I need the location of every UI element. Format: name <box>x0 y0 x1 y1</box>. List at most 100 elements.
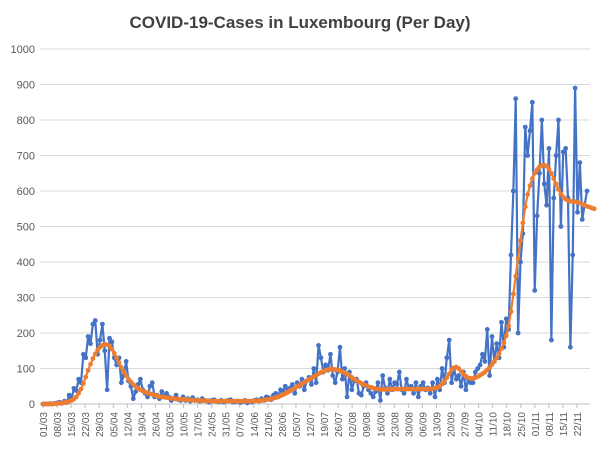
y-axis-ticks: 0 100 200 300 400 500 600 700 800 900 1000 <box>11 44 35 411</box>
data-point <box>551 176 557 181</box>
data-point <box>349 387 355 393</box>
data-point <box>503 333 509 339</box>
data-point <box>109 346 115 352</box>
data-point <box>85 334 91 339</box>
data-point <box>73 394 79 400</box>
data-point <box>494 355 500 361</box>
data-point <box>548 337 554 343</box>
x-tick-label: 05/07 <box>292 412 303 437</box>
data-point <box>491 359 497 364</box>
y-tick-label: 500 <box>17 222 35 234</box>
x-tick-label: 04/10 <box>475 412 486 437</box>
x-tick-label: 29/03 <box>95 412 106 437</box>
data-point <box>375 380 381 386</box>
data-point <box>313 380 319 386</box>
data-point <box>515 256 521 261</box>
x-tick-label: 06/09 <box>418 412 429 437</box>
data-point <box>527 183 533 189</box>
data-point <box>102 348 108 354</box>
data-point <box>487 373 492 378</box>
data-point <box>99 321 105 327</box>
y-tick-label: 100 <box>17 364 35 376</box>
data-point <box>548 170 554 176</box>
data-point <box>444 355 450 361</box>
data-point <box>534 213 540 219</box>
data-point <box>380 373 386 378</box>
data-point <box>508 309 514 315</box>
x-tick-label: 13/09 <box>432 412 443 437</box>
data-point <box>411 390 416 396</box>
y-tick-label: 800 <box>17 115 35 127</box>
data-point <box>309 382 314 387</box>
data-point <box>66 392 72 398</box>
data-point <box>446 337 452 343</box>
data-point <box>477 362 483 368</box>
data-point <box>427 390 433 396</box>
data-point <box>118 380 124 386</box>
data-point <box>475 366 481 371</box>
data-point <box>472 369 478 375</box>
data-point <box>513 96 519 102</box>
x-tick-label: 05/04 <box>109 412 120 437</box>
data-point <box>301 387 307 393</box>
data-point <box>496 351 502 356</box>
data-point <box>90 321 96 327</box>
data-point <box>579 217 585 222</box>
x-tick-label: 31/05 <box>222 412 233 437</box>
data-point <box>499 346 504 352</box>
data-point <box>116 360 122 366</box>
data-point <box>546 146 552 151</box>
data-point <box>292 390 298 396</box>
x-tick-label: 08/11 <box>545 412 556 437</box>
x-tick-label: 01/03 <box>39 412 50 437</box>
x-tick-label: 11/10 <box>489 412 500 437</box>
data-point <box>518 238 523 244</box>
x-tick-label: 26/04 <box>151 412 162 437</box>
x-tick-label: 12/07 <box>306 412 317 437</box>
data-point <box>76 376 82 382</box>
data-point <box>85 367 91 373</box>
data-point <box>527 128 533 134</box>
data-point <box>480 351 485 357</box>
data-point <box>164 390 169 396</box>
x-tick-label: 10/05 <box>180 412 191 437</box>
data-point <box>510 188 516 194</box>
y-tick-label: 0 <box>29 399 35 411</box>
x-tick-label: 15/11 <box>559 412 570 437</box>
x-tick-label: 22/11 <box>573 412 584 437</box>
data-point <box>107 335 112 341</box>
data-point <box>415 394 421 400</box>
data-point <box>370 394 376 400</box>
data-point <box>432 394 438 400</box>
x-tick-label: 12/04 <box>123 412 134 437</box>
x-tick-label: 01/11 <box>531 412 542 437</box>
data-point <box>446 371 452 377</box>
x-tick-label: 24/05 <box>208 412 219 437</box>
data-point <box>123 359 129 364</box>
series-points-1 <box>40 85 590 407</box>
data-point <box>290 382 295 387</box>
data-point <box>501 340 507 346</box>
data-point <box>396 369 402 375</box>
x-tick-label: 15/03 <box>67 412 78 437</box>
data-point <box>453 376 459 382</box>
data-point <box>551 195 557 201</box>
data-point <box>80 351 86 357</box>
data-point <box>537 170 542 176</box>
data-point <box>149 380 155 386</box>
data-point <box>78 386 84 392</box>
data-point <box>556 186 561 192</box>
data-point <box>444 375 450 381</box>
series-line-1 <box>43 86 589 406</box>
data-point <box>121 369 127 375</box>
data-point <box>88 361 93 367</box>
data-point <box>434 376 440 382</box>
data-point <box>449 380 454 386</box>
data-point <box>339 376 345 382</box>
data-point <box>147 383 153 389</box>
x-tick-label: 09/08 <box>362 412 373 437</box>
data-point <box>553 153 559 158</box>
data-point <box>118 365 124 370</box>
data-point <box>344 394 350 400</box>
